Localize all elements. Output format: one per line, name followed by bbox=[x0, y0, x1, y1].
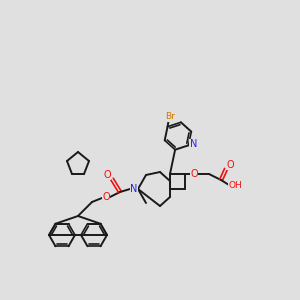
Text: O: O bbox=[102, 192, 110, 202]
Text: O: O bbox=[190, 169, 198, 179]
Text: O: O bbox=[103, 170, 111, 180]
Text: O: O bbox=[226, 160, 234, 170]
Text: OH: OH bbox=[228, 181, 242, 190]
Text: N: N bbox=[130, 184, 138, 194]
Text: N: N bbox=[190, 139, 197, 149]
Text: Br: Br bbox=[165, 112, 175, 121]
